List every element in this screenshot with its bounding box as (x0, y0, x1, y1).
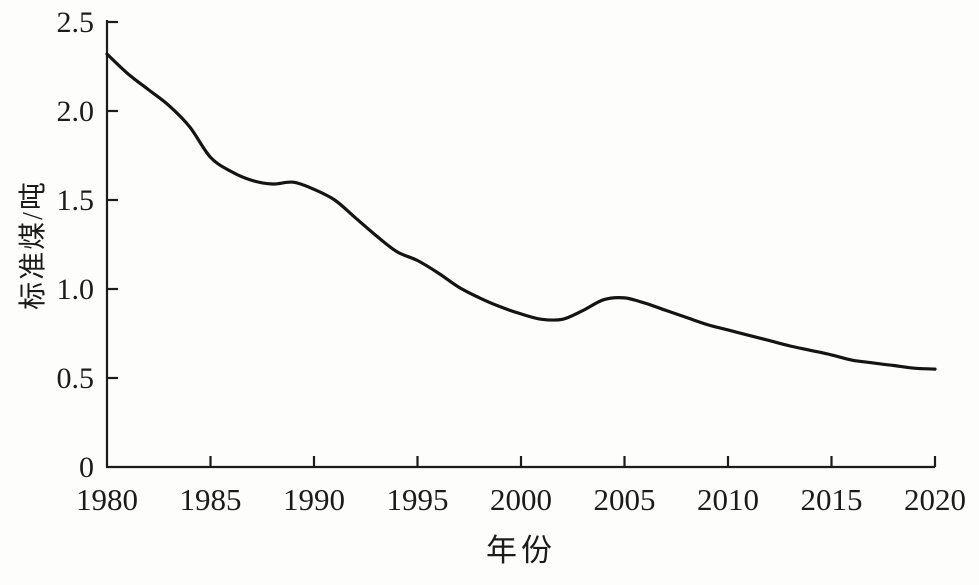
y-axis-tick-label: 1.0 (57, 273, 95, 306)
x-axis-tick-label: 2005 (594, 482, 656, 517)
x-axis-tick-label: 2000 (490, 482, 552, 517)
axis-spines (105, 20, 935, 469)
y-axis-tick-label: 2.0 (57, 95, 95, 128)
x-axis-title: 年份 (486, 533, 556, 568)
x-axis-tick-label: 1980 (76, 482, 138, 517)
x-axis-tick-label: 1995 (387, 482, 449, 517)
y-axis-tick-label: 2.5 (57, 6, 95, 39)
y-axis-tick-label: 0.5 (57, 362, 95, 395)
y-axis-title: 标准煤/吨 (18, 180, 49, 310)
x-axis-tick-label: 1990 (283, 482, 345, 517)
x-axis-tick-label: 1985 (180, 482, 242, 517)
x-axis-tick-label: 2015 (801, 482, 863, 517)
x-axis-tick-label: 2010 (697, 482, 759, 517)
x-axis-tick-label: 2020 (904, 482, 966, 517)
y-axis-tick-label: 1.5 (57, 184, 95, 217)
y-axis-tick-label: 0 (79, 451, 94, 484)
energy-intensity-line-series (105, 52, 937, 371)
